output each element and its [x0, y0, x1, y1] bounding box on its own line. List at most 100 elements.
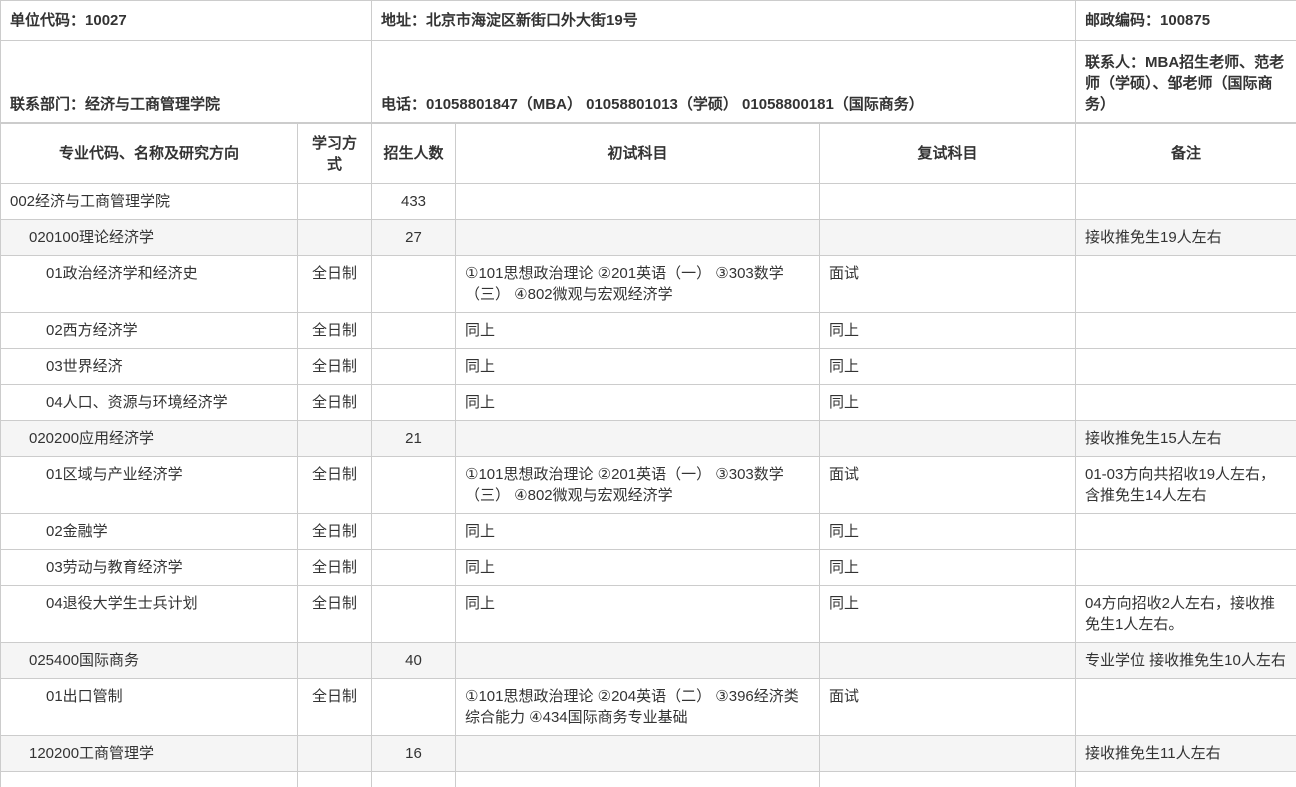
cell-count — [371, 312, 456, 349]
cell-program — [0, 771, 298, 787]
postal-code-cell: 邮政编码：100875 — [1075, 0, 1296, 41]
cell-program: 03劳动与教育经济学 — [0, 549, 298, 586]
cell-initial-subjects: 同上 — [455, 312, 820, 349]
table-row: 01区域与产业经济学 全日制 ①101思想政治理论 ②201英语（一） ③303… — [0, 456, 1296, 514]
cell-mode — [297, 183, 372, 220]
cell-count — [371, 549, 456, 586]
cell-mode — [297, 771, 372, 787]
cell-retest-subjects: 面试 — [819, 255, 1076, 313]
phone-value: 01058801847（MBA） 01058801013（学硕） 0105880… — [426, 96, 924, 113]
cell-initial-subjects: 同上 — [455, 348, 820, 385]
cell-mode: 全日制 — [297, 312, 372, 349]
unit-code-value: 10027 — [85, 12, 127, 29]
cell-remark — [1075, 678, 1296, 736]
table-row: 02金融学 全日制 同上 同上 — [0, 513, 1296, 550]
cell-program: 04退役大学生士兵计划 — [0, 585, 298, 643]
cell-retest-subjects: 同上 — [819, 348, 1076, 385]
cell-count — [371, 456, 456, 514]
cell-retest-subjects — [819, 183, 1076, 220]
cell-retest-subjects: 面试 — [819, 678, 1076, 736]
cell-program: 01区域与产业经济学 — [0, 456, 298, 514]
cell-program: 025400国际商务 — [0, 642, 298, 679]
cell-mode: 全日制 — [297, 585, 372, 643]
cell-remark: 01-03方向共招收19人左右，含推免生14人左右 — [1075, 456, 1296, 514]
cell-program: 120200工商管理学 — [0, 735, 298, 772]
cell-count — [371, 384, 456, 421]
cell-remark — [1075, 513, 1296, 550]
cell-mode — [297, 420, 372, 457]
phone-cell: 电话：01058801847（MBA） 01058801013（学硕） 0105… — [371, 40, 1076, 123]
cell-remark — [1075, 549, 1296, 586]
cell-mode: 全日制 — [297, 549, 372, 586]
cell-remark — [1075, 384, 1296, 421]
cell-remark — [1075, 348, 1296, 385]
cell-initial-subjects: 同上 — [455, 549, 820, 586]
cell-count — [371, 348, 456, 385]
cell-initial-subjects: ①101思想政治理论 ②204英语（二） ③396经济类综合能力 ④434国际商… — [455, 678, 820, 736]
info-row-1: 单位代码：10027 地址：北京市海淀区新街口外大街19号 邮政编码：10087… — [0, 0, 1296, 41]
table-row: 020100理论经济学 27 接收推免生19人左右 — [0, 219, 1296, 256]
postal-code-label: 邮政编码： — [1085, 12, 1161, 29]
contact-dept-label: 联系部门： — [10, 96, 86, 113]
cell-count: 40 — [371, 642, 456, 679]
phone-label: 电话： — [381, 96, 427, 113]
cell-mode: 全日制 — [297, 384, 372, 421]
admissions-table-body: 002经济与工商管理学院 433 020100理论经济学 27 接收推免生19人… — [0, 183, 1296, 772]
cell-initial-subjects: ①101思想政治理论 ②201英语（一） ③303数学（三） ④802微观与宏观… — [455, 456, 820, 514]
admissions-table-head: 专业代码、名称及研究方向 学习方式 招生人数 初试科目 复试科目 备注 — [0, 123, 1296, 184]
cell-initial-subjects: ①101思想政治理论 ②201英语（一） ③303数学（三） ④802微观与宏观… — [455, 255, 820, 313]
cell-program: 03世界经济 — [0, 348, 298, 385]
cell-initial-subjects — [455, 642, 820, 679]
cell-remark: 接收推免生19人左右 — [1075, 219, 1296, 256]
cell-initial-subjects — [455, 735, 820, 772]
admissions-table-partial — [0, 771, 1296, 787]
header-study-mode: 学习方式 — [297, 123, 372, 184]
cell-initial-subjects — [455, 771, 820, 787]
cell-retest-subjects: 面试 — [819, 456, 1076, 514]
cell-mode: 全日制 — [297, 456, 372, 514]
unit-code-cell: 单位代码：10027 — [0, 0, 372, 41]
address-cell: 地址：北京市海淀区新街口外大街19号 — [371, 0, 1076, 41]
cell-mode: 全日制 — [297, 255, 372, 313]
cell-program: 04人口、资源与环境经济学 — [0, 384, 298, 421]
header-initial-subjects: 初试科目 — [455, 123, 820, 184]
header-remark: 备注 — [1075, 123, 1296, 184]
cell-retest-subjects — [819, 420, 1076, 457]
header-retest-subjects: 复试科目 — [819, 123, 1076, 184]
postal-code-value: 100875 — [1160, 12, 1211, 29]
contact-person-label: 联系人： — [1085, 54, 1146, 71]
cell-program: 002经济与工商管理学院 — [0, 183, 298, 220]
cell-count — [371, 678, 456, 736]
table-row: 025400国际商务 40 专业学位 接收推免生10人左右 — [0, 642, 1296, 679]
cell-retest-subjects — [819, 771, 1076, 787]
cell-program: 01出口管制 — [0, 678, 298, 736]
cell-count: 433 — [371, 183, 456, 220]
table-row-partial — [0, 771, 1296, 787]
cell-remark — [1075, 183, 1296, 220]
cell-mode — [297, 642, 372, 679]
contact-dept-value: 经济与工商管理学院 — [85, 96, 221, 113]
contact-dept-cell: 联系部门：经济与工商管理学院 — [0, 40, 372, 123]
table-row: 01政治经济学和经济史 全日制 ①101思想政治理论 ②201英语（一） ③30… — [0, 255, 1296, 313]
cell-program: 02金融学 — [0, 513, 298, 550]
table-row: 01出口管制 全日制 ①101思想政治理论 ②204英语（二） ③396经济类综… — [0, 678, 1296, 736]
table-row: 04退役大学生士兵计划 全日制 同上 同上 04方向招收2人左右，接收推免生1人… — [0, 585, 1296, 643]
table-row: 03世界经济 全日制 同上 同上 — [0, 348, 1296, 385]
contact-person-value: MBA招生老师、范老师（学硕）、邹老师（国际商务） — [1085, 54, 1285, 113]
header-enrollment-count: 招生人数 — [371, 123, 456, 184]
cell-remark: 接收推免生15人左右 — [1075, 420, 1296, 457]
cell-count — [371, 771, 456, 787]
table-row: 120200工商管理学 16 接收推免生11人左右 — [0, 735, 1296, 772]
header-row: 专业代码、名称及研究方向 学习方式 招生人数 初试科目 复试科目 备注 — [0, 123, 1296, 184]
contact-info-table: 单位代码：10027 地址：北京市海淀区新街口外大街19号 邮政编码：10087… — [0, 0, 1296, 123]
address-label: 地址： — [381, 12, 427, 29]
cell-mode — [297, 219, 372, 256]
address-value: 北京市海淀区新街口外大街19号 — [426, 12, 638, 29]
cell-retest-subjects: 同上 — [819, 549, 1076, 586]
info-row-2: 联系部门：经济与工商管理学院 电话：01058801847（MBA） 01058… — [0, 40, 1296, 123]
cell-initial-subjects — [455, 420, 820, 457]
table-row: 020200应用经济学 21 接收推免生15人左右 — [0, 420, 1296, 457]
cell-retest-subjects — [819, 735, 1076, 772]
cell-remark — [1075, 771, 1296, 787]
cell-initial-subjects: 同上 — [455, 585, 820, 643]
